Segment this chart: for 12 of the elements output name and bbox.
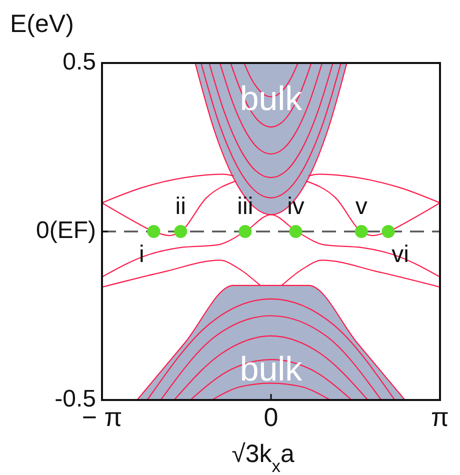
y-tick-label: 0(EF) [36,216,96,244]
x-tick-label: 0 [264,402,278,432]
x-tick-label: π [431,402,449,432]
annotation: i [139,240,144,268]
annotation: v [355,192,368,220]
annotation: ii [175,192,186,220]
y-axis-title: E(eV) [10,10,74,38]
y-tick-label: 0.5 [62,48,96,76]
annotation: iii [237,192,254,220]
annotation: iv [287,192,304,220]
annotation: bulk [240,350,304,388]
x-axis-title: √3k$_{x}$a [232,440,294,475]
